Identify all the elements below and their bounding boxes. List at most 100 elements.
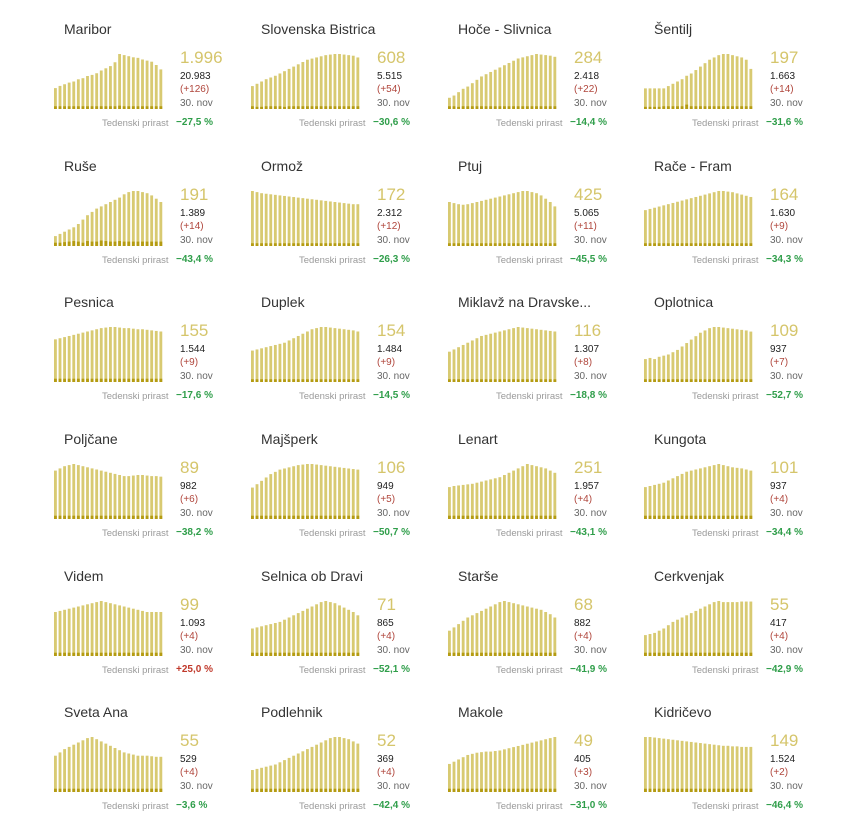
- bar: [553, 206, 557, 246]
- bar: [452, 349, 456, 382]
- bar: [86, 76, 89, 109]
- bar: [708, 604, 712, 656]
- bar: [657, 206, 661, 246]
- bar: [264, 477, 268, 519]
- bar-base: [712, 379, 716, 382]
- bar-base: [470, 379, 474, 382]
- bar-base: [544, 106, 548, 109]
- bar-base: [539, 652, 543, 656]
- growth-label: Tedenski prirast: [692, 255, 759, 266]
- bar: [90, 211, 94, 246]
- bar-base: [503, 515, 506, 519]
- bar: [726, 745, 730, 792]
- bar-base: [113, 515, 117, 519]
- bar: [699, 66, 702, 109]
- bar: [457, 204, 461, 246]
- card-title: Kungota: [654, 431, 707, 447]
- bar-base: [735, 515, 739, 519]
- bar: [507, 748, 511, 792]
- bar-base: [72, 106, 76, 109]
- bar-base: [296, 106, 300, 109]
- bar-base: [484, 243, 488, 246]
- bar-base: [535, 379, 538, 382]
- municipality-card: Hoče - Slivnica 284 2.418 (+22) 30. nov Teden…: [448, 0, 648, 136]
- bar-base: [324, 379, 328, 382]
- bar: [347, 55, 351, 109]
- daily-delta: (+7): [770, 357, 789, 368]
- bar-base: [726, 788, 730, 792]
- bar-base: [657, 379, 661, 382]
- bar: [466, 484, 470, 519]
- bar: [749, 331, 753, 382]
- bar: [498, 602, 502, 656]
- bar: [296, 335, 300, 382]
- bar: [653, 632, 657, 656]
- bar: [273, 623, 277, 656]
- bar: [489, 751, 493, 792]
- bar-base: [703, 106, 707, 109]
- growth-label: Tedenski prirast: [102, 255, 169, 266]
- bar: [324, 55, 328, 109]
- date-label: 30. nov: [377, 645, 410, 656]
- growth-label: Tedenski prirast: [102, 391, 169, 402]
- bar: [72, 334, 76, 382]
- bar-base: [260, 515, 264, 519]
- bar: [338, 54, 341, 109]
- bar: [680, 79, 684, 109]
- cumulative-value: 1.544: [180, 344, 206, 355]
- card-title: Kidričevo: [654, 704, 712, 720]
- bar: [150, 61, 154, 109]
- bar: [448, 351, 451, 382]
- bar-base: [292, 106, 296, 109]
- card-title: Selnica ob Dravi: [261, 568, 363, 584]
- bar: [260, 348, 264, 382]
- bar-base: [109, 515, 112, 519]
- bar-base: [58, 106, 62, 109]
- bar-base: [653, 379, 657, 382]
- bar-base: [301, 379, 305, 382]
- bar-base: [347, 515, 351, 519]
- bar: [136, 755, 140, 792]
- bar: [141, 329, 144, 382]
- bar-base: [328, 652, 332, 656]
- bar-base: [58, 652, 62, 656]
- bar: [118, 475, 122, 519]
- bar: [292, 338, 296, 382]
- bar: [516, 604, 520, 656]
- bar-base: [644, 515, 647, 519]
- bar-base: [109, 106, 112, 109]
- municipality-card: Duplek 154 1.484 (+9) 30. nov Tedenski priras…: [251, 273, 451, 409]
- bar: [493, 69, 497, 109]
- bar: [287, 196, 291, 246]
- growth-label: Tedenski prirast: [692, 528, 759, 539]
- bar: [113, 327, 117, 382]
- bar-base: [457, 652, 461, 656]
- bar: [671, 739, 675, 792]
- bar-base: [699, 243, 702, 246]
- bar: [493, 478, 497, 519]
- bar: [685, 471, 689, 519]
- card-title: Starše: [458, 568, 499, 584]
- current-value: 154: [377, 321, 406, 340]
- card-title: Podlehnik: [261, 704, 323, 720]
- bar: [264, 766, 268, 792]
- bar-base: [131, 106, 135, 109]
- bar: [676, 81, 679, 109]
- bar-base: [535, 788, 538, 792]
- bar: [744, 746, 748, 792]
- bar-base: [703, 243, 707, 246]
- bar: [141, 610, 144, 656]
- bar: [76, 79, 80, 109]
- bar: [86, 215, 89, 246]
- bar: [548, 330, 552, 382]
- bar-base: [717, 652, 721, 656]
- bar-base: [548, 379, 552, 382]
- bar: [104, 204, 108, 246]
- bar: [113, 604, 117, 656]
- card-title: Videm: [64, 568, 104, 584]
- growth-label: Tedenski prirast: [496, 118, 563, 129]
- bar-base: [657, 788, 661, 792]
- bar: [744, 330, 748, 382]
- bar-base: [90, 241, 94, 246]
- growth-value: −18,8 %: [570, 390, 607, 401]
